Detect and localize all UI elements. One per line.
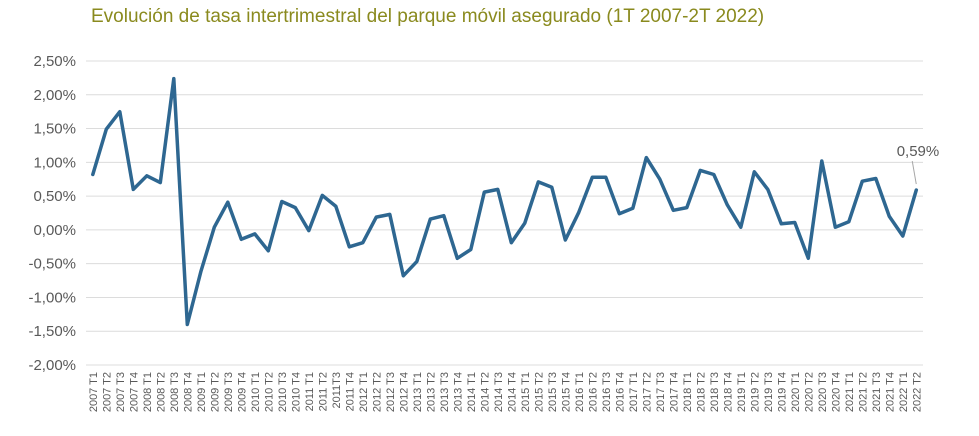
x-tick-label: 2018 T4 bbox=[722, 372, 734, 412]
x-tick-label: 2010 T2 bbox=[263, 372, 275, 412]
x-tick-label: 2020 T4 bbox=[830, 372, 842, 412]
x-tick-label: 2007 T1 bbox=[88, 372, 100, 412]
x-tick-label: 2010 T4 bbox=[290, 372, 302, 412]
x-tick-label: 2018 T3 bbox=[709, 372, 721, 412]
y-tick-label: -1,00% bbox=[28, 289, 76, 306]
y-tick-label: 1,00% bbox=[33, 154, 76, 171]
x-tick-label: 2016 T2 bbox=[587, 372, 599, 412]
x-tick-label: 2015 T1 bbox=[520, 372, 532, 412]
y-tick-label: 1,50% bbox=[33, 121, 76, 138]
x-tick-label: 2008 T4 bbox=[182, 372, 194, 412]
x-tick-label: 2019 T1 bbox=[736, 372, 748, 412]
chart-title: Evolución de tasa intertrimestral del pa… bbox=[91, 6, 765, 27]
x-tick-label: 2011 T1 bbox=[304, 372, 316, 411]
y-tick-label: 0,00% bbox=[33, 222, 76, 239]
x-tick-label: 2020 T3 bbox=[817, 372, 829, 412]
x-tick-label: 2009 T4 bbox=[236, 372, 248, 412]
y-tick-label: 0,50% bbox=[33, 188, 76, 205]
x-tick-label: 2019 T4 bbox=[776, 372, 788, 412]
gridlines bbox=[86, 60, 923, 366]
annotations: 0,59% bbox=[897, 143, 940, 185]
x-tick-label: 2016 T1 bbox=[574, 372, 586, 412]
x-tick-label: 2008 T3 bbox=[169, 372, 181, 412]
y-tick-label: -2,00% bbox=[28, 357, 76, 374]
x-tick-label: 2009 T3 bbox=[223, 372, 235, 412]
x-tick-label: 2021 T4 bbox=[884, 372, 896, 412]
x-tick-label: 2010 T3 bbox=[277, 372, 289, 412]
x-tick-label: 2017 T3 bbox=[655, 372, 667, 412]
x-tick-label: 2022 T1 bbox=[898, 372, 910, 412]
data-label-leader bbox=[911, 160, 917, 185]
x-tick-label: 2014 T3 bbox=[493, 372, 505, 412]
x-tick-label: 2012 T2 bbox=[371, 372, 383, 412]
x-tick-label: 2011 T4 bbox=[344, 372, 356, 411]
x-tick-label: 2009 T2 bbox=[209, 372, 221, 412]
y-tick-label: 2,00% bbox=[33, 87, 76, 104]
x-tick-label: 2018 T2 bbox=[695, 372, 707, 412]
x-tick-label: 2016 T4 bbox=[614, 372, 626, 412]
x-tick-label: 2016 T3 bbox=[601, 372, 613, 412]
x-tick-label: 2015 T2 bbox=[533, 372, 545, 412]
x-tick-label: 2008 T1 bbox=[142, 372, 154, 412]
x-tick-label: 2015 T4 bbox=[560, 372, 572, 412]
y-tick-label: 2,50% bbox=[33, 53, 76, 70]
x-tick-label: 2017 T4 bbox=[668, 372, 680, 412]
x-tick-label: 2007 T4 bbox=[128, 372, 140, 412]
x-tick-label: 2008 T2 bbox=[155, 372, 167, 412]
x-tick-label: 2011 T2 bbox=[317, 372, 329, 411]
x-tick-label: 2013 T2 bbox=[425, 372, 437, 412]
x-tick-label: 2018 T1 bbox=[682, 372, 694, 412]
x-tick-label: 2020 T1 bbox=[790, 372, 802, 412]
x-tick-label: 2013 T3 bbox=[439, 372, 451, 412]
x-tick-label: 2012 T1 bbox=[358, 372, 370, 412]
y-tick-label: -1,50% bbox=[28, 323, 76, 340]
x-tick-label: 2011T3 bbox=[331, 372, 343, 409]
x-tick-label: 2021 T1 bbox=[844, 372, 856, 412]
x-tick-label: 2007 T3 bbox=[115, 372, 127, 412]
x-tick-label: 2021 T2 bbox=[857, 372, 869, 412]
x-axis-ticks: 2007 T1 2007 T2 2007 T3 2007 T4 2008 T1 2008 … bbox=[88, 372, 924, 412]
x-tick-label: 2022 T2 bbox=[911, 372, 923, 412]
y-tick-label: -0,50% bbox=[28, 256, 76, 273]
x-tick-label: 2012 T3 bbox=[385, 372, 397, 412]
x-tick-label: 2020 T2 bbox=[803, 372, 815, 412]
x-tick-label: 2012 T4 bbox=[398, 372, 410, 412]
x-tick-label: 2013 T1 bbox=[412, 372, 424, 412]
x-tick-label: 2014 T1 bbox=[466, 372, 478, 412]
x-tick-label: 2019 T2 bbox=[749, 372, 761, 412]
x-tick-label: 2017 T1 bbox=[628, 372, 640, 412]
y-axis-ticks: 2,50% 2,00% 1,50% 1,00% 0,50% 0,00% -0,50% -1,0… bbox=[28, 53, 76, 374]
series-line bbox=[91, 76, 919, 327]
x-tick-label: 2017 T2 bbox=[641, 372, 653, 412]
data-label: 0,59% bbox=[897, 143, 940, 160]
x-tick-label: 2015 T3 bbox=[547, 372, 559, 412]
x-tick-label: 2007 T2 bbox=[101, 372, 113, 412]
x-tick-label: 2013 T4 bbox=[452, 372, 464, 412]
x-tick-label: 2014 T4 bbox=[506, 372, 518, 412]
x-tick-label: 2021 T3 bbox=[871, 372, 883, 412]
x-tick-label: 2009 T1 bbox=[196, 372, 208, 412]
x-tick-label: 2014 T2 bbox=[479, 372, 491, 412]
x-tick-label: 2010 T1 bbox=[250, 372, 262, 412]
x-tick-label: 2019 T3 bbox=[763, 372, 775, 412]
series-area bbox=[91, 76, 919, 327]
